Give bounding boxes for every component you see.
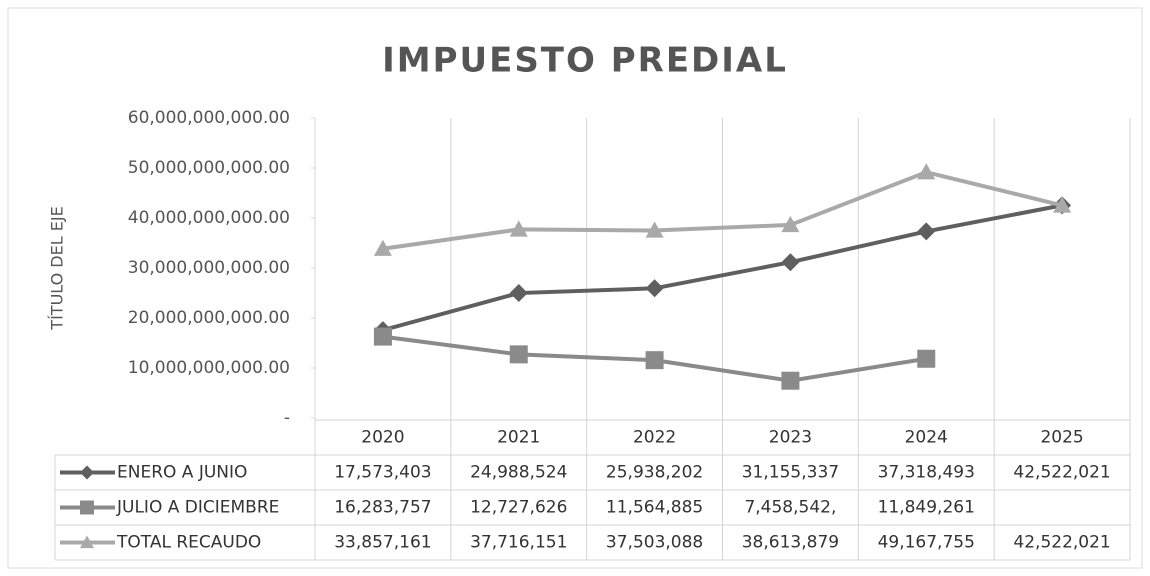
table-value: 16,283,757: [334, 498, 431, 518]
y-tick-label: -: [284, 408, 290, 428]
table-value: 37,716,151: [470, 533, 567, 553]
data-point: [781, 215, 800, 233]
x-tick-label: 2022: [633, 428, 676, 448]
data-point: [509, 345, 528, 364]
table-value: 24,988,524: [470, 463, 567, 483]
table-value: 17,573,403: [334, 463, 431, 483]
table-value: 25,938,202: [606, 463, 703, 483]
series-line: [382, 170, 1063, 251]
data-point: [645, 221, 664, 238]
chart-title: IMPUESTO PREDIAL: [382, 41, 788, 81]
series-line: [382, 203, 1063, 333]
data-point: [645, 279, 664, 298]
table-value: 12,727,626: [470, 498, 567, 518]
y-tick-label: 50,000,000,000.00: [128, 158, 290, 178]
legend-label: JULIO A DICIEMBRE: [116, 498, 279, 518]
data-point: [917, 349, 936, 368]
data-point: [373, 239, 392, 256]
data-point: [781, 371, 800, 390]
data-point: [373, 327, 392, 346]
data-point: [781, 253, 800, 272]
legend-label: TOTAL RECAUDO: [116, 533, 261, 553]
table-value: 7,458,542,: [744, 498, 836, 518]
y-tick-label: 30,000,000,000.00: [128, 258, 290, 278]
table-value: 42,522,021: [1013, 463, 1110, 483]
table-value: 49,167,755: [878, 533, 975, 553]
y-tick-label: 20,000,000,000.00: [128, 308, 290, 328]
legend-marker: [80, 465, 94, 480]
table-value: 11,849,261: [878, 498, 975, 518]
data-point: [645, 351, 664, 370]
table-value: 37,503,088: [606, 533, 703, 553]
y-tick-label: 40,000,000,000.00: [128, 208, 290, 228]
data-point: [509, 284, 528, 303]
table-value: 31,155,337: [742, 463, 839, 483]
data-point: [1053, 196, 1072, 213]
table-value: 33,857,161: [334, 533, 431, 553]
table-value: 11,564,885: [606, 498, 703, 518]
y-axis-label: TÍTULO DEL EJE: [48, 206, 67, 330]
legend-marker: [80, 500, 94, 515]
legend-marker: [80, 535, 94, 549]
x-tick-label: 2021: [497, 428, 540, 448]
data-point: [917, 163, 936, 180]
y-tick-label: 60,000,000,000.00: [128, 108, 290, 128]
data-point: [509, 220, 528, 237]
data-point: [917, 222, 936, 241]
x-tick-label: 2025: [1040, 428, 1083, 448]
table-value: 42,522,021: [1013, 533, 1110, 553]
y-tick-label: 10,000,000,000.00: [128, 358, 290, 378]
x-tick-label: 2023: [769, 428, 812, 448]
table-value: 38,613,879: [742, 533, 839, 553]
legend-label: ENERO A JUNIO: [117, 463, 247, 483]
x-tick-label: 2024: [905, 428, 948, 448]
chart-frame: [7, 7, 1143, 569]
table-value: 37,318,493: [878, 463, 975, 483]
x-tick-label: 2020: [361, 428, 404, 448]
